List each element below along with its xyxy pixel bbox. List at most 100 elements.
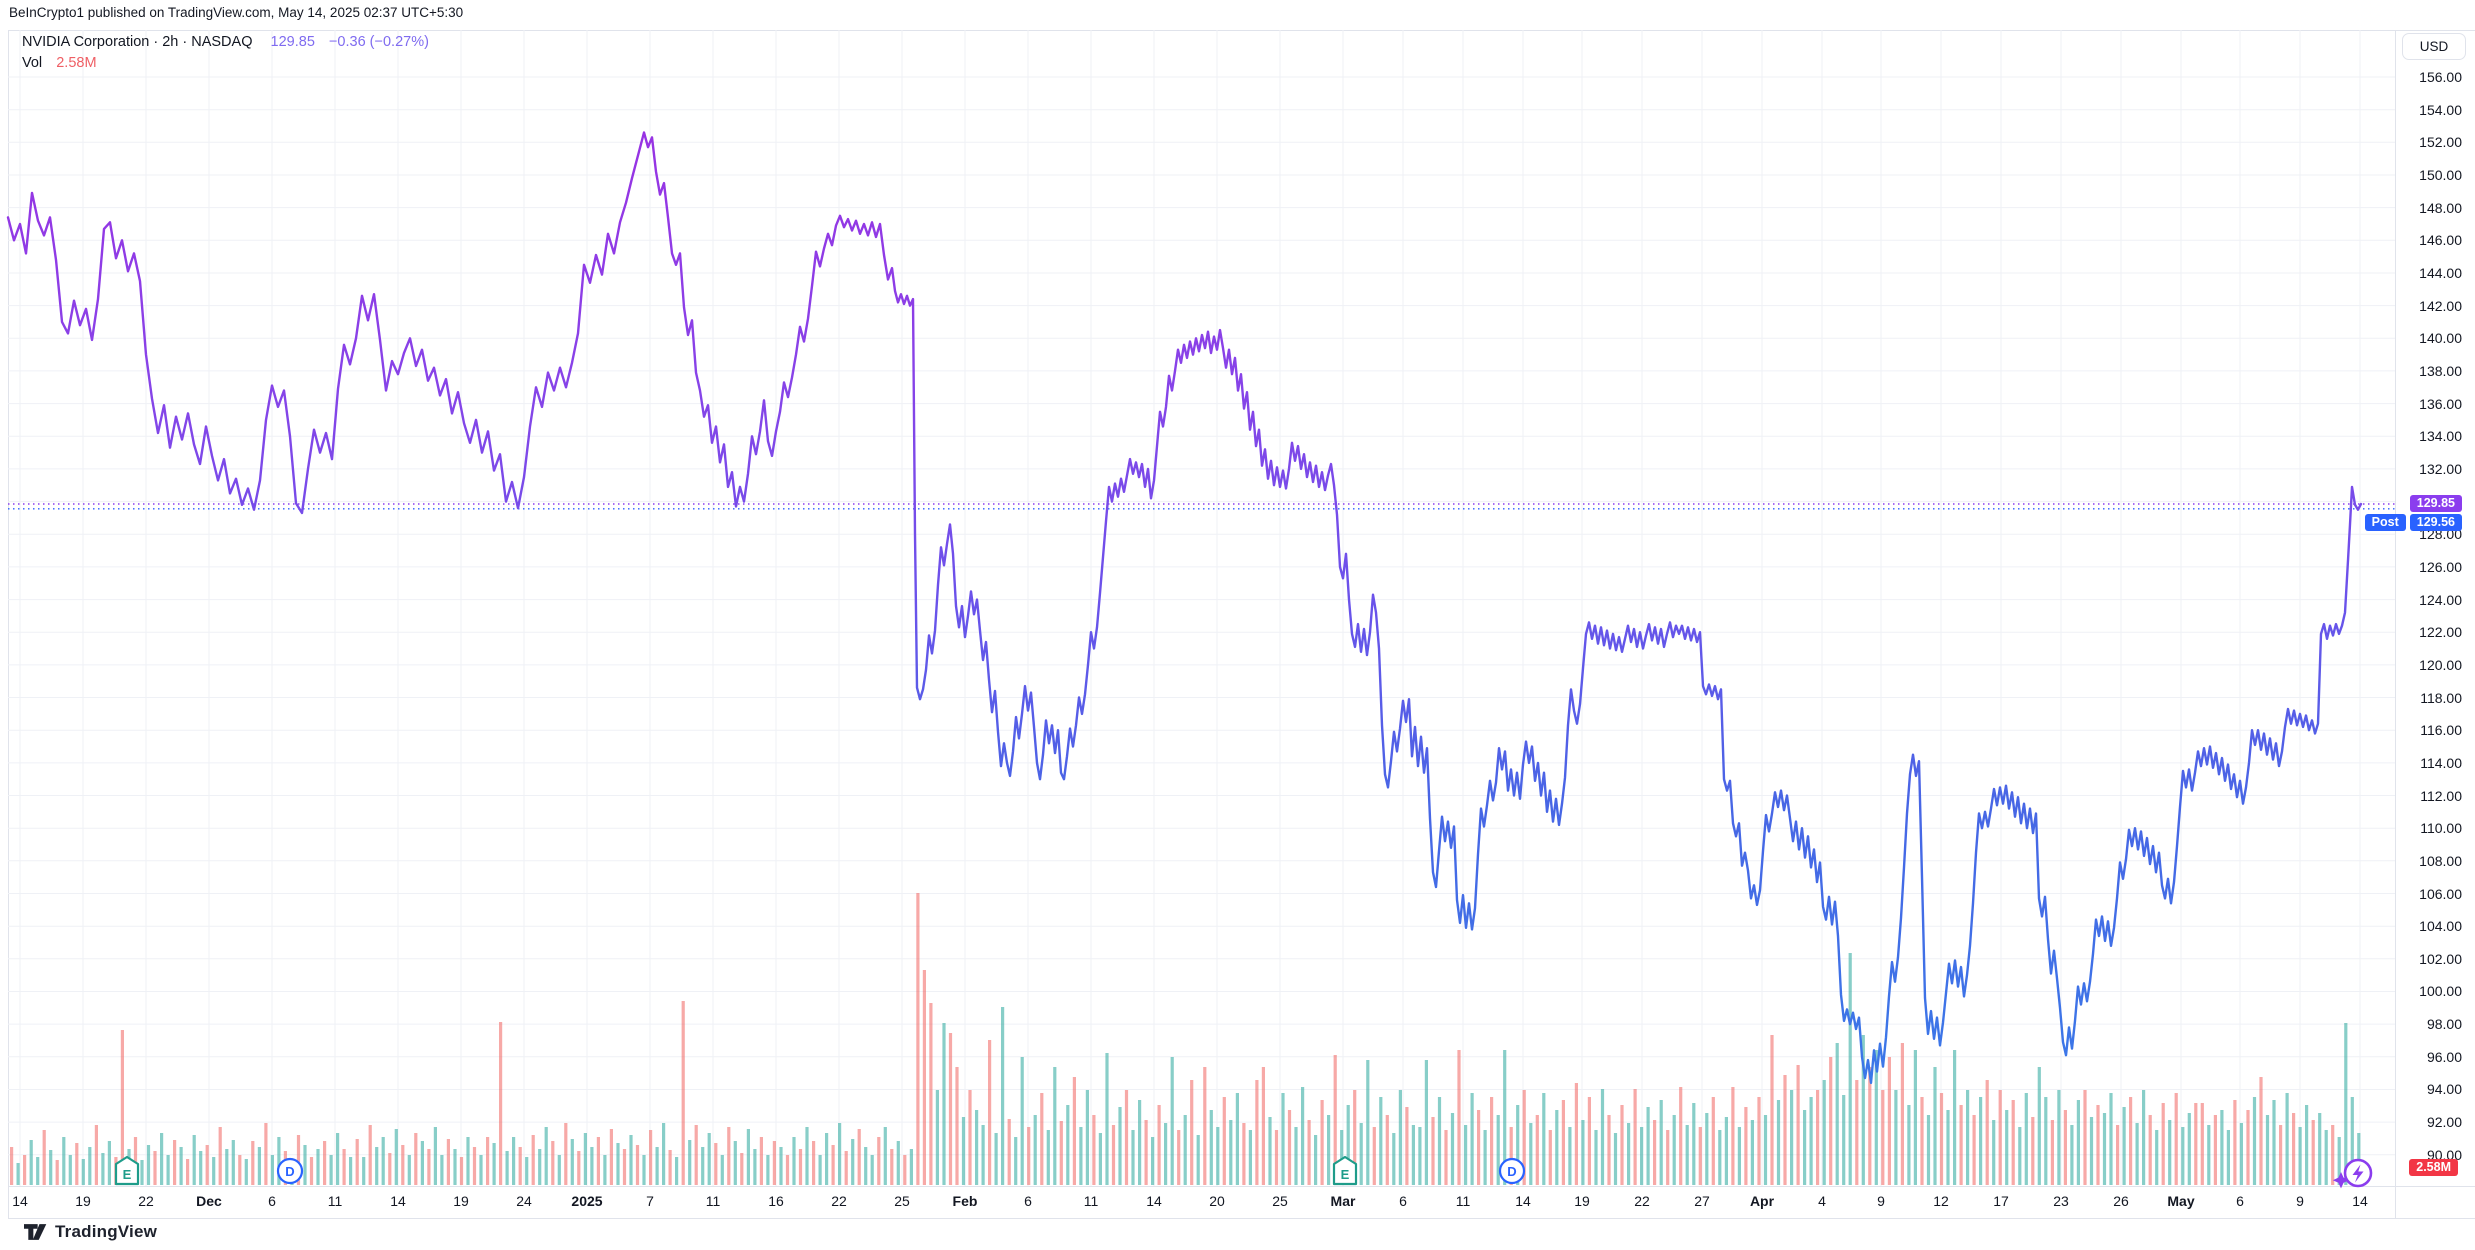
volume-bar — [1992, 1120, 1996, 1185]
tradingview-logo[interactable]: TradingView — [24, 1222, 157, 1242]
volume-bar — [596, 1137, 600, 1185]
volume-bar — [2246, 1110, 2250, 1185]
volume-bar — [896, 1141, 900, 1185]
volume-bar — [1542, 1093, 1546, 1185]
price-tick-label: 132.00 — [2419, 460, 2462, 477]
volume-bar — [1653, 1120, 1657, 1185]
volume-bar — [1027, 1127, 1031, 1185]
volume-bar — [336, 1133, 340, 1185]
volume-bar — [251, 1141, 255, 1185]
volume-bar — [1529, 1123, 1533, 1185]
volume-bar — [675, 1157, 679, 1185]
volume-bar — [1072, 1077, 1076, 1185]
volume-bar — [329, 1155, 333, 1185]
tradingview-logo-icon — [24, 1222, 47, 1242]
volume-bar — [635, 1145, 640, 1185]
volume-bar — [2220, 1110, 2224, 1185]
volume-bar — [2279, 1125, 2283, 1185]
svg-text:D: D — [1507, 1164, 1516, 1179]
legend-symbol-row: NVIDIA Corporation · 2h · NASDAQ 129.85 … — [22, 34, 429, 50]
symbol-title[interactable]: NVIDIA Corporation · 2h · NASDAQ — [22, 34, 253, 50]
flash-icon[interactable] — [2343, 1158, 2373, 1188]
price-tick-label: 102.00 — [2419, 950, 2462, 967]
volume-bar — [1555, 1110, 1559, 1185]
volume-bar — [1014, 1137, 1018, 1185]
volume-bar — [2252, 1097, 2257, 1185]
volume-bar — [36, 1157, 40, 1185]
dividend-marker[interactable]: D — [1498, 1157, 1526, 1185]
volume-bar — [1796, 1065, 1800, 1185]
volume-bar — [1131, 1130, 1135, 1185]
volume-bar — [316, 1149, 320, 1185]
volume-bar — [1020, 1057, 1024, 1185]
volume-bar — [753, 1149, 757, 1185]
volume-bar — [1627, 1123, 1631, 1185]
price-axis[interactable]: 90.00 92.00 94.00 96.00 98.00 100.00 102.00 104… — [2396, 30, 2475, 1186]
time-tick-label: 4 — [1818, 1193, 1826, 1209]
volume-bar — [1750, 1120, 1754, 1185]
volume-bar — [1248, 1130, 1252, 1185]
volume-bar — [2161, 1103, 2165, 1185]
volume-bar — [629, 1135, 633, 1185]
volume-bar — [1594, 1130, 1598, 1185]
volume-bar — [812, 1141, 816, 1185]
volume-bar — [1966, 1090, 1970, 1185]
earnings-marker[interactable]: E — [114, 1155, 140, 1186]
volume-bar — [1744, 1107, 1748, 1185]
volume-bar — [1483, 1130, 1487, 1185]
volume-bar — [453, 1149, 457, 1185]
volume-bar — [577, 1151, 581, 1185]
volume-bar — [2102, 1113, 2107, 1185]
volume-bar — [1359, 1123, 1363, 1185]
volume-bar — [1268, 1117, 1272, 1185]
volume-bar — [955, 1067, 959, 1185]
price-tick-label: 146.00 — [2419, 232, 2462, 249]
volume-bar — [1098, 1133, 1102, 1185]
volume-bar — [107, 1141, 111, 1185]
volume-bar — [323, 1141, 327, 1185]
card-border-bottom — [8, 1218, 2475, 1219]
volume-bar — [1111, 1125, 1116, 1185]
currency-button[interactable]: USD — [2402, 33, 2466, 60]
time-tick-label: 16 — [768, 1193, 784, 1209]
post-label-badge: Post — [2364, 514, 2406, 531]
volume-bar — [88, 1147, 92, 1185]
volume-bar — [1216, 1127, 1220, 1185]
time-tick-label: 20 — [1209, 1193, 1225, 1209]
volume-bar — [792, 1137, 796, 1185]
volume-bar — [1229, 1120, 1233, 1185]
volume-bar — [1183, 1115, 1187, 1185]
volume-bar — [1633, 1089, 1637, 1185]
volume-bar — [1535, 1115, 1539, 1185]
volume-bar — [1920, 1097, 1924, 1185]
time-tick-label: 24 — [516, 1193, 532, 1209]
volume-bar — [929, 1003, 933, 1185]
volume-bar — [1972, 1115, 1976, 1185]
volume-bar — [401, 1145, 405, 1185]
volume-bar — [1581, 1120, 1585, 1185]
card-border-left — [8, 30, 9, 1219]
time-tick-label: 22 — [138, 1193, 154, 1209]
volume-bar — [2226, 1130, 2230, 1185]
earnings-marker[interactable]: E — [1332, 1155, 1358, 1186]
time-axis[interactable]: 14 19 22 Dec 6 11 14 19 24 2025 7 11 16 22 25 Feb 6 11 14 2… — [8, 1187, 2395, 1218]
volume-bar — [1353, 1090, 1357, 1185]
volume-bar — [2031, 1117, 2035, 1185]
volume-bar — [277, 1137, 281, 1185]
price-tick-label: 98.00 — [2426, 1016, 2462, 1033]
volume-bar — [1933, 1067, 1937, 1185]
price-tick-label: 114.00 — [2420, 754, 2462, 771]
volume-bar — [1959, 1105, 1963, 1185]
dividend-marker[interactable]: D — [276, 1157, 304, 1185]
volume-bar — [772, 1141, 776, 1185]
volume-bar — [1548, 1130, 1552, 1185]
volume-bar — [2109, 1093, 2113, 1185]
legend-change: −0.36 (−0.27%) — [328, 34, 429, 50]
volume-bar — [1679, 1087, 1683, 1185]
volume-bar — [62, 1137, 66, 1185]
volume-bar — [2037, 1067, 2041, 1185]
time-tick-label: 14 — [2352, 1193, 2368, 1209]
volume-bar — [1587, 1097, 1591, 1185]
volume-bar — [2344, 1023, 2348, 1185]
